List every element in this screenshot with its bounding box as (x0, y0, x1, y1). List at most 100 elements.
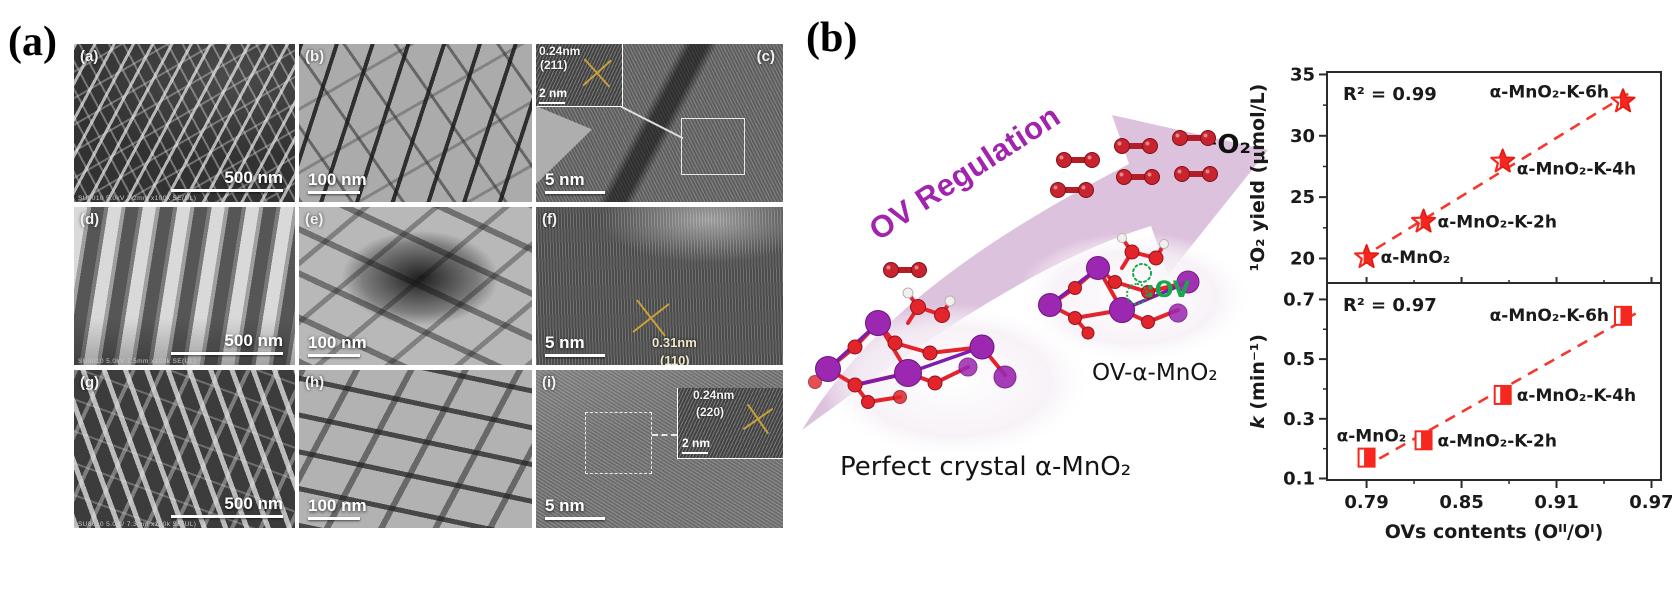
data-point (1490, 148, 1516, 173)
scatter-charts: 20 25 30 35 α-MnO₂ α-MnO₂-K-2h α-MnO₂-K-4h α-Mn… (1247, 64, 1672, 543)
panel-b-letter: (b) (806, 15, 858, 61)
scalebar-text: 500 nm (224, 494, 283, 513)
x-tick-label: 0.91 (1534, 492, 1578, 513)
micrograph-i-label: (i) (542, 374, 557, 391)
scalebar-5nm: 5 nm (545, 171, 605, 194)
sem-metadata-text: SU8010 5.0kV 7.5mm x100k SE(UL) (78, 358, 197, 365)
micrograph-d-sem: (d) 500 nm SU8010 5.0kV 7.5mm x100k SE(U… (74, 207, 295, 365)
connector-line (621, 106, 684, 139)
lattice-spacing-text: 0.31nm (652, 335, 697, 350)
selection-box (681, 118, 745, 175)
y-axis-label: k (min⁻¹) (1247, 334, 1269, 429)
data-point (1414, 430, 1433, 451)
data-point-label: α-MnO₂-K-4h (1517, 386, 1636, 406)
ov-dotted-circle (1126, 283, 1148, 305)
oxygen-vacancy-marker (1132, 263, 1152, 283)
scalebar-text: 5 nm (545, 496, 585, 515)
sem-metadata-text: SU8010 5.0kV 7.3mm x150k SE(UL) (78, 521, 197, 528)
micrograph-i-hrtem: (i) 0.24nm (220) 2 nm 5 nm (536, 370, 783, 528)
y-axis-label: ¹O₂ yield (μmol/L) (1247, 84, 1269, 272)
lattice-plane-text: (110) (660, 353, 690, 365)
scalebar-100nm: 100 nm (308, 171, 367, 194)
glow-left (817, 304, 1093, 460)
data-point (1610, 87, 1636, 113)
data-point-label: α-MnO₂ (1381, 248, 1451, 268)
micrograph-c-hrtem: 0.24nm (211) 2 nm (c) 5 nm (536, 44, 783, 202)
sem-metadata-text: SU8010 5.0kV 7.2mm x100k SE(UL) (78, 195, 197, 202)
scalebar-500nm: 500 nm (171, 332, 283, 355)
micrograph-b-label: (b) (305, 48, 325, 65)
lattice-plane-text: (211) (540, 58, 568, 72)
scalebar-100nm: 100 nm (308, 497, 367, 520)
scalebar-line (308, 517, 360, 520)
data-point-label: α-MnO₂-K-4h (1517, 160, 1636, 180)
micrograph-c-label: (c) (756, 48, 775, 65)
scalebar-100nm: 100 nm (308, 334, 367, 357)
y-tick-label: 0.5 (1283, 349, 1315, 370)
scalebar-line (171, 352, 283, 355)
lattice-plane-text: (220) (696, 405, 725, 419)
data-point-label: α-MnO₂-K-6h (1490, 82, 1609, 102)
scatter-plot-k: 0.1 0.3 0.5 0.7 0.79 0.85 0.91 0.97 α-MnO₂ α-MnO₂… (1247, 282, 1672, 543)
scalebar-text: 100 nm (308, 170, 367, 189)
molecular-model-perfect-crystal (808, 287, 1017, 409)
micrograph-b-tem: (b) 100 nm (299, 44, 532, 202)
data-point (1357, 447, 1376, 468)
lattice-spacing-text: 0.24nm (693, 388, 735, 402)
data-point (1493, 384, 1512, 405)
molecular-model-ov (1038, 233, 1200, 340)
ov-mno2-caption: OV-α-MnO₂ (1092, 360, 1218, 386)
ov-site-label: :OV (1146, 278, 1190, 303)
lattice-cross-mark (632, 303, 670, 333)
scalebar-line (308, 354, 360, 357)
micrograph-h-label: (h) (305, 374, 325, 391)
scalebar-5nm: 5 nm (545, 334, 605, 357)
scalebar-5nm: 5 nm (545, 497, 605, 520)
scalebar-line (171, 515, 283, 518)
scalebar-500nm: 500 nm (171, 495, 283, 518)
x-tick-label: 0.79 (1344, 492, 1388, 513)
selection-box (585, 412, 652, 474)
data-point-label: α-MnO₂-K-2h (1438, 431, 1557, 451)
scalebar-500nm: 500 nm (171, 169, 283, 192)
data-point (1614, 305, 1633, 326)
micrograph-g-sem: (g) 500 nm SU8010 5.0kV 7.3mm x150k SE(U… (74, 370, 295, 528)
scalebar-line (545, 517, 605, 520)
scalebar-text: 2 nm (539, 86, 568, 100)
data-point-label: α-MnO₂-K-2h (1438, 213, 1557, 233)
scalebar-line (539, 102, 565, 104)
micrograph-f-hrtem: (f) 0.31nm (110) 5 nm (536, 207, 783, 365)
trend-line (1375, 90, 1634, 250)
inset-scalebar: 2 nm (682, 436, 710, 454)
scalebar-line (308, 191, 360, 194)
scalebar-text: 500 nm (224, 168, 283, 187)
scalebar-text: 5 nm (545, 170, 585, 189)
scalebar-text: 100 nm (308, 496, 367, 515)
y-tick-label: 25 (1290, 187, 1315, 208)
micrograph-e-tem: (e) 100 nm (299, 207, 532, 365)
micrograph-h-tem: (h) 100 nm (299, 370, 532, 528)
inset-scalebar: 2 nm (539, 86, 567, 104)
scalebar-line (682, 452, 708, 454)
y-tick-label: 0.1 (1283, 469, 1315, 490)
x-tick-label: 0.97 (1629, 492, 1672, 513)
x-tick-label: 0.85 (1439, 492, 1483, 513)
lattice-cross-mark (742, 407, 774, 431)
data-point (1411, 208, 1437, 233)
micrograph-g-label: (g) (80, 374, 100, 391)
scalebar-line (171, 189, 283, 192)
r-squared-label: R² = 0.97 (1343, 295, 1437, 316)
micrograph-f-label: (f) (542, 211, 557, 228)
lattice-inset: 0.24nm (220) 2 nm (677, 388, 783, 459)
scalebar-text: 5 nm (545, 333, 585, 352)
lattice-spacing-text: 0.24nm (539, 44, 581, 58)
y-tick-label: 0.7 (1283, 289, 1315, 310)
micrograph-d-label: (d) (80, 211, 100, 228)
panel-a-letter: (a) (8, 19, 57, 65)
scalebar-text: 500 nm (224, 331, 283, 350)
perfect-crystal-caption: Perfect crystal α-MnO₂ (840, 452, 1132, 482)
y-tick-label: 35 (1290, 64, 1315, 85)
scatter-plot-o2-yield: 20 25 30 35 α-MnO₂ α-MnO₂-K-2h α-MnO₂-K-4h α-Mn… (1247, 64, 1662, 284)
connector-line (652, 434, 677, 436)
scalebar-text: 2 nm (682, 436, 711, 450)
